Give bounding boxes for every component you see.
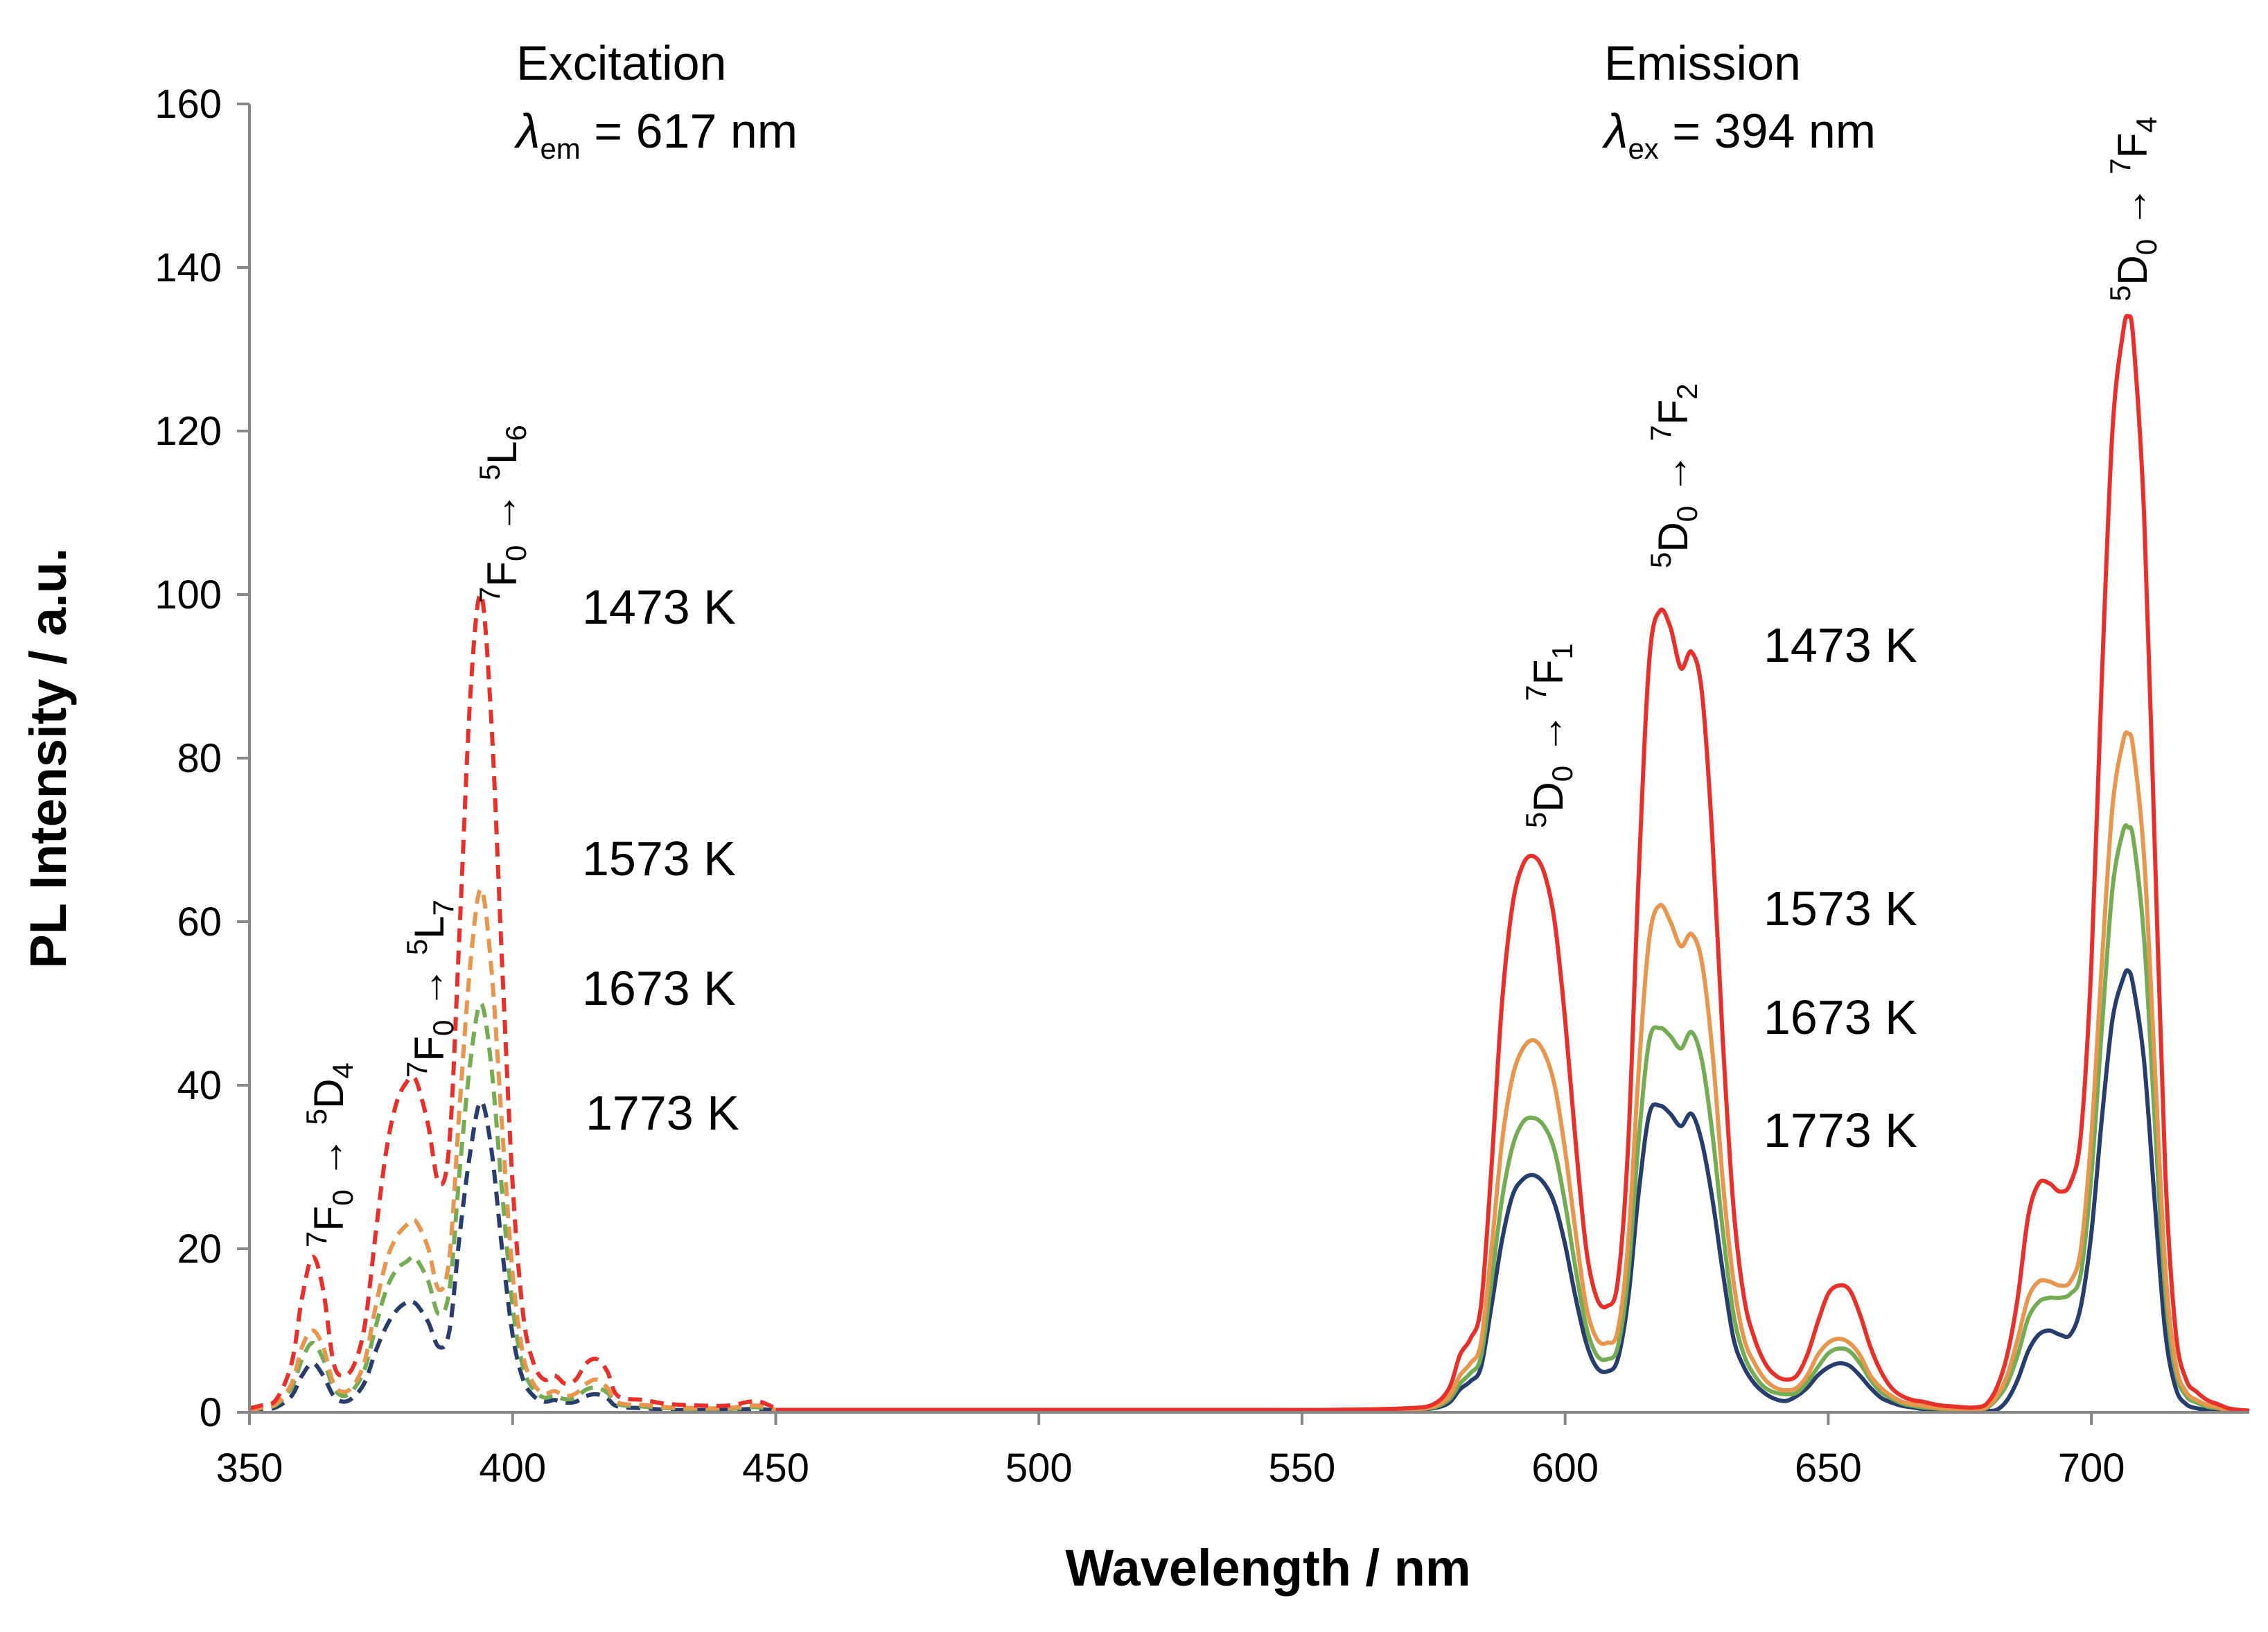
transition-labels: 7F0 → 5D4 7F0 → 5L7 7F0 → 5L6 5D0 → 7F1 … xyxy=(300,116,2163,1247)
excitation-temperature-labels: 1473 K 1573 K 1673 K 1773 K xyxy=(582,580,739,1140)
x-tick-label: 450 xyxy=(742,1446,809,1491)
y-tick-label: 0 xyxy=(200,1390,222,1435)
excitation-series-1573k xyxy=(249,886,777,1412)
x-tick-label: 550 xyxy=(1269,1446,1336,1491)
em-temp-label-1773: 1773 K xyxy=(1764,1103,1917,1157)
em-temp-label-1473: 1473 K xyxy=(1764,618,1917,672)
plot-area xyxy=(249,313,2250,1414)
excitation-series-1773k xyxy=(249,1099,776,1413)
exc-temp-label-1473: 1473 K xyxy=(582,580,736,634)
exc-temp-label-1673: 1673 K xyxy=(582,961,736,1015)
emission-temperature-labels: 1473 K 1573 K 1673 K 1773 K xyxy=(1764,618,1917,1157)
x-ticks: 350 400 450 500 550 600 650 700 xyxy=(216,1412,2125,1491)
em-temp-label-1573: 1573 K xyxy=(1764,881,1917,936)
transition-label-5d0-7f1: 5D0 → 7F1 xyxy=(1520,643,1579,828)
y-tick-label: 140 xyxy=(155,245,222,290)
axes: 0 20 40 60 80 100 120 140 160 350 400 450 500 550 600… xyxy=(155,82,2249,1491)
y-ticks: 0 20 40 60 80 100 120 140 160 xyxy=(155,82,249,1435)
excitation-series-1673k xyxy=(249,1001,777,1413)
x-tick-label: 700 xyxy=(2058,1446,2125,1491)
excitation-title: Excitation xyxy=(516,36,726,90)
y-axis-title: PL Intensity / a.u. xyxy=(19,547,77,968)
exc-temp-label-1573: 1573 K xyxy=(582,832,736,886)
x-tick-label: 500 xyxy=(1005,1446,1073,1491)
transition-label-7f0-5l6: 7F0 → 5L6 xyxy=(473,425,532,603)
x-axis-title: Wavelength / nm xyxy=(1065,1539,1470,1597)
y-tick-label: 120 xyxy=(155,409,222,454)
x-tick-label: 400 xyxy=(479,1446,546,1491)
transition-label-5d0-7f4: 5D0 → 7F4 xyxy=(2104,116,2163,301)
y-tick-label: 100 xyxy=(155,572,222,617)
y-tick-label: 20 xyxy=(177,1227,222,1272)
exc-temp-label-1773: 1773 K xyxy=(586,1086,739,1140)
emission-series-1673k xyxy=(775,823,2250,1414)
transition-label-5d0-7f2: 5D0 → 7F2 xyxy=(1644,383,1703,568)
excitation-annotation: Excitation λem = 617 nm xyxy=(513,36,798,165)
y-tick-label: 80 xyxy=(177,736,222,781)
emission-series-1473k xyxy=(775,313,2250,1413)
transition-label-7f0-5l7: 7F0 → 5L7 xyxy=(401,900,459,1078)
x-tick-label: 600 xyxy=(1531,1446,1599,1491)
emission-annotation: Emission λex = 394 nm xyxy=(1601,36,1876,165)
x-tick-label: 650 xyxy=(1795,1446,1862,1491)
emission-wavelength: λex = 394 nm xyxy=(1601,104,1876,165)
excitation-wavelength: λem = 617 nm xyxy=(513,104,798,165)
y-tick-label: 160 xyxy=(155,82,222,127)
y-tick-label: 40 xyxy=(177,1063,222,1108)
emission-title: Emission xyxy=(1604,36,1801,90)
y-tick-label: 60 xyxy=(177,900,222,945)
excitation-series-1473k xyxy=(249,592,777,1411)
x-tick-label: 350 xyxy=(216,1446,283,1491)
emission-series-1573k xyxy=(775,730,2250,1414)
transition-label-7f0-5d4: 7F0 → 5D4 xyxy=(300,1062,359,1247)
em-temp-label-1673: 1673 K xyxy=(1764,990,1917,1044)
emission-series-1773k xyxy=(775,968,2249,1414)
